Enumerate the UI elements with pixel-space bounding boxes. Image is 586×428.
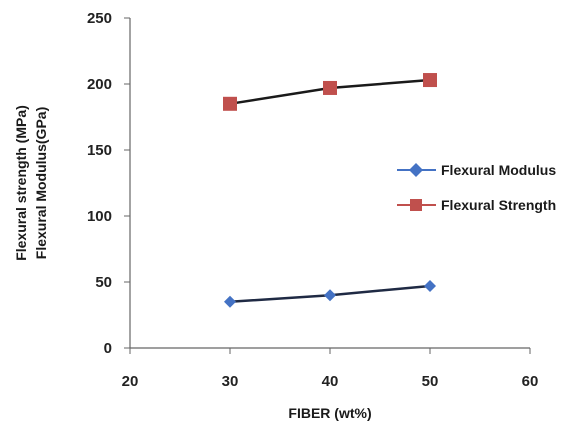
x-tick-label: 30 bbox=[222, 373, 239, 390]
data-point-square bbox=[223, 96, 237, 111]
x-tick-label: 40 bbox=[322, 373, 339, 390]
y-tick-label: 200 bbox=[87, 76, 112, 93]
data-point-diamond bbox=[324, 289, 336, 302]
legend-label-modulus: Flexural Modulus bbox=[441, 162, 556, 178]
legend-label-strength: Flexural Strength bbox=[441, 197, 556, 213]
legend-marker-diamond bbox=[409, 163, 423, 177]
y-tick-label: 150 bbox=[87, 142, 112, 159]
chart-axes bbox=[124, 17, 531, 354]
data-point-diamond bbox=[424, 279, 436, 292]
series-markers bbox=[223, 73, 437, 308]
legend: Flexural Modulus Flexural Strength bbox=[397, 162, 556, 213]
legend-marker-square bbox=[410, 199, 422, 211]
y-tick-label: 250 bbox=[87, 10, 112, 27]
y-axis-title-line-1: Flexural strength (MPa) bbox=[13, 105, 29, 261]
y-tick-label: 50 bbox=[95, 274, 112, 291]
y-tick-label: 0 bbox=[104, 340, 112, 357]
legend-item-strength: Flexural Strength bbox=[397, 197, 556, 213]
legend-item-modulus: Flexural Modulus bbox=[397, 162, 556, 178]
x-tick-labels: 20 30 40 50 60 bbox=[122, 373, 539, 390]
x-tick-label: 50 bbox=[422, 373, 439, 390]
series-lines bbox=[229, 78, 431, 304]
x-axis-title: FIBER (wt%) bbox=[288, 405, 371, 421]
y-tick-label: 100 bbox=[87, 208, 112, 225]
data-point-square bbox=[423, 73, 437, 88]
x-tick-label: 20 bbox=[122, 373, 139, 390]
data-point-square bbox=[323, 80, 337, 95]
x-tick-label: 60 bbox=[522, 373, 539, 390]
data-point-diamond bbox=[224, 295, 236, 308]
y-tick-labels: 0 50 100 150 200 250 bbox=[87, 10, 112, 357]
y-axis-title-line-2: Flexural Modulus(GPa) bbox=[33, 107, 49, 259]
